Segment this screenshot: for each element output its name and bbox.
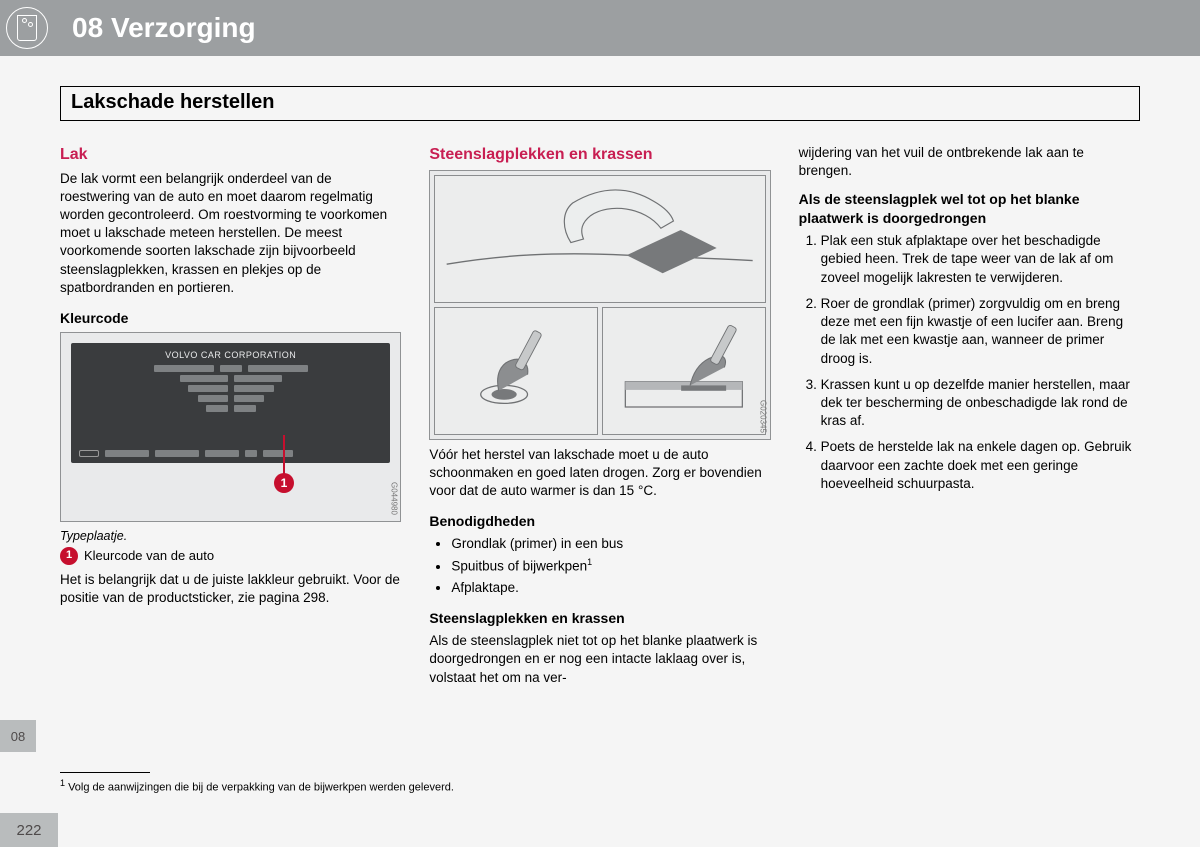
plate-label: VOLVO CAR CORPORATION (165, 349, 296, 361)
chapter-icon (6, 7, 48, 49)
type-plate-graphic: VOLVO CAR CORPORATION (71, 343, 390, 463)
heading-lak: Lak (60, 144, 401, 166)
footnote-rule (60, 772, 150, 773)
figure-panel-primer (434, 307, 598, 435)
heading-steenslag: Steenslagplekken en krassen (429, 144, 770, 166)
heading-doorgedrongen: Als de steenslagplek wel tot op het blan… (799, 190, 1140, 228)
figure-legend-1: 1 Kleurcode van de auto (60, 547, 401, 565)
column-1: Lak De lak vormt een belangrijk onderdee… (60, 144, 401, 687)
footnote: 1 Volg de aanwijzingen die bij de verpak… (60, 778, 1060, 794)
list-item: Roer de grondlak (primer) zorgvuldig om … (821, 295, 1140, 368)
side-tab: 08 (0, 720, 36, 752)
heading-kleurcode: Kleurcode (60, 309, 401, 328)
section-heading: Lakschade herstellen (60, 86, 1140, 121)
content-columns: Lak De lak vormt een belangrijk onderdee… (60, 144, 1140, 687)
callout-line (283, 435, 285, 475)
figure-panel-sanding (434, 175, 765, 303)
figure-code: G044980 (388, 482, 399, 515)
callout-marker-1: 1 (274, 473, 294, 493)
paragraph: Als de steenslagplek niet tot op het bla… (429, 632, 770, 687)
list-item: Spuitbus of bijwerkpen1 (451, 556, 770, 576)
steps-list: Plak een stuk afplaktape over het bescha… (799, 232, 1140, 493)
footnote-text: Volg de aanwijzingen die bij de verpakki… (68, 782, 454, 794)
column-3: wijdering van het vuil de ontbrekende la… (799, 144, 1140, 687)
footnote-marker: 1 (60, 778, 65, 788)
list-item: Krassen kunt u op dezelfde manier herste… (821, 376, 1140, 431)
list-item: Plak een stuk afplaktape over het bescha… (821, 232, 1140, 287)
chapter-header: 08 Verzorging (0, 0, 1200, 56)
paragraph: Het is belangrijk dat u de juiste lakkle… (60, 571, 401, 607)
figure-repair-steps: G020345 (429, 170, 770, 440)
figure-caption: Typeplaatje. (60, 528, 401, 545)
legend-text: Kleurcode van de auto (84, 547, 214, 565)
list-item: Poets de herstelde lak na enkele dagen o… (821, 438, 1140, 493)
paragraph: De lak vormt een belangrijk onderdeel va… (60, 170, 401, 298)
footnote-ref: 1 (587, 557, 592, 567)
volvo-logo-icon (79, 450, 99, 457)
legend-marker-icon: 1 (60, 547, 78, 565)
heading-benodigdheden: Benodigdheden (429, 512, 770, 531)
page-number: 222 (0, 813, 58, 847)
chapter-title: 08 Verzorging (72, 12, 256, 44)
supplies-list: Grondlak (primer) in een bus Spuitbus of… (429, 535, 770, 597)
paragraph: Vóór het herstel van lakschade moet u de… (429, 446, 770, 501)
list-item: Afplaktape. (451, 579, 770, 597)
list-item: Grondlak (primer) in een bus (451, 535, 770, 553)
column-2: Steenslagplekken en krassen (429, 144, 770, 687)
figure-code: G020345 (757, 400, 768, 433)
figure-typeplate: VOLVO CAR CORPORATION 1 G044980 (60, 332, 401, 522)
heading-steenslag-2: Steenslagplekken en krassen (429, 609, 770, 628)
figure-panel-paint (602, 307, 766, 435)
paragraph-continuation: wijdering van het vuil de ontbrekende la… (799, 144, 1140, 180)
